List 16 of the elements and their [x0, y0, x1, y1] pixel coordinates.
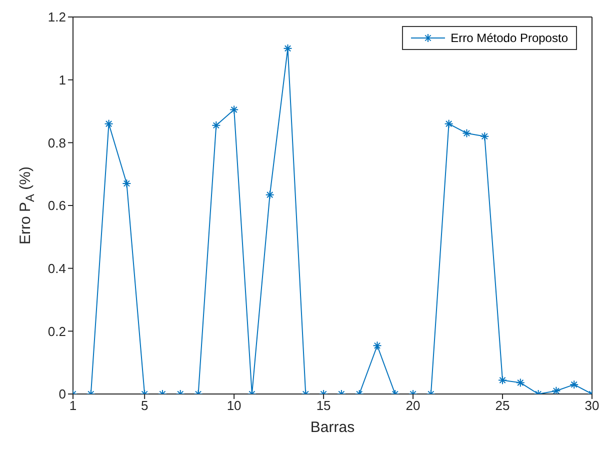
x-tick-label: 1 [69, 398, 77, 414]
legend-label: Erro Método Proposto [450, 31, 568, 45]
x-tick-label: 30 [584, 398, 600, 414]
y-tick-label: 0.6 [48, 198, 66, 214]
x-tick-label: 20 [406, 398, 420, 414]
x-axis-title: Barras [310, 419, 355, 436]
y-tick-label: 1.2 [48, 10, 66, 25]
y-tick-label: 0.8 [48, 135, 66, 150]
x-tick-label: 25 [495, 398, 510, 414]
y-tick-label: 1 [58, 72, 66, 88]
y-tick-label: 0.4 [48, 260, 66, 276]
x-tick-label: 10 [226, 398, 242, 414]
y-tick-label: 0.2 [48, 324, 66, 339]
x-tick-label: 15 [316, 398, 331, 414]
y-tick-label: 0 [58, 386, 66, 402]
x-tick-label: 5 [140, 398, 148, 414]
